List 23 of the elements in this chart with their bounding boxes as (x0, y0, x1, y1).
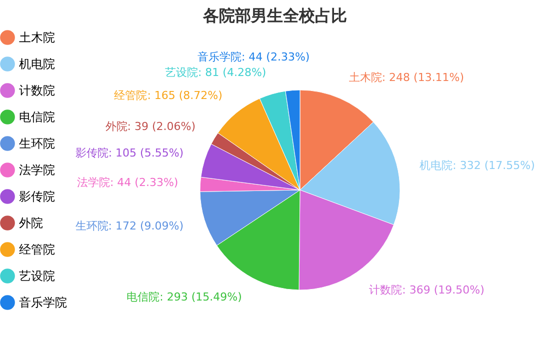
legend-label: 外院 (19, 216, 43, 230)
legend-label: 影传院 (19, 190, 55, 204)
legend-label: 经管院 (19, 242, 55, 256)
data-label: 音乐学院: 44 (2.33%) (197, 50, 310, 64)
legend-label: 土木院 (19, 30, 55, 44)
data-label: 外院: 39 (2.06%) (105, 120, 196, 133)
data-label: 电信院: 293 (15.49%) (126, 290, 242, 304)
data-label: 计数院: 369 (19.50%) (369, 284, 484, 296)
data-label: 生环院: 172 (9.09%) (75, 219, 184, 232)
legend-label: 机电院 (19, 57, 55, 71)
legend-label: 生环院 (19, 136, 55, 150)
chart-title: 各院部男生全校占比 (202, 6, 347, 25)
data-label: 影传院: 105 (5.55%) (75, 146, 184, 160)
data-label: 法学院: 44 (2.33%) (76, 176, 178, 190)
data-label: 艺设院: 81 (4.28%) (164, 66, 266, 79)
legend-label: 艺设院 (19, 269, 55, 283)
legend-label: 法学院 (19, 163, 55, 177)
legend-label: 计数院 (19, 84, 55, 98)
legend-label: 电信院 (19, 110, 55, 124)
data-label: 经管院: 165 (8.72%) (114, 88, 222, 102)
data-label: 机电院: 332 (17.55%) (420, 159, 535, 172)
data-label: 土木院: 248 (13.11%) (348, 71, 464, 84)
legend-label: 音乐学院 (19, 296, 67, 310)
